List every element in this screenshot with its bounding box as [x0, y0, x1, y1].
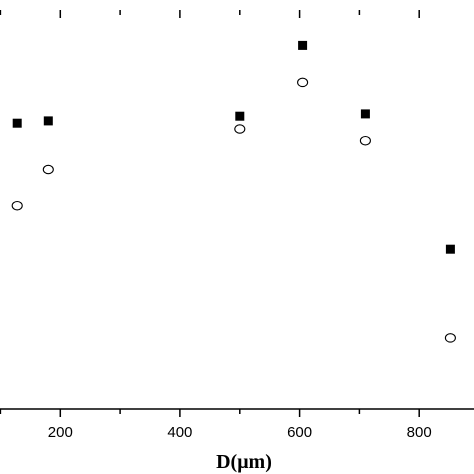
data-points — [11, 40, 456, 343]
x-axis-title: D(μm) — [216, 451, 272, 473]
square-point-6 — [445, 244, 455, 254]
x-tick-labels: 200 400 600 800 — [48, 424, 432, 441]
circle-point-6 — [444, 333, 456, 343]
square-point-2 — [43, 116, 53, 126]
x-tick-label-200: 200 — [48, 424, 73, 441]
square-point-1 — [12, 118, 22, 128]
circle-point-4 — [297, 77, 309, 88]
circle-point-2 — [42, 164, 54, 175]
circle-point-5 — [359, 135, 371, 146]
square-point-3 — [235, 111, 245, 121]
x-tick-label-600: 600 — [287, 424, 312, 441]
circle-point-1 — [11, 200, 23, 211]
top-tick-marks — [0, 10, 420, 18]
bottom-tick-marks — [0, 409, 420, 417]
square-point-4 — [298, 40, 308, 50]
x-tick-label-400: 400 — [167, 424, 192, 441]
square-point-5 — [360, 109, 370, 119]
circle-point-3 — [234, 124, 246, 134]
x-tick-label-800: 800 — [407, 424, 432, 441]
